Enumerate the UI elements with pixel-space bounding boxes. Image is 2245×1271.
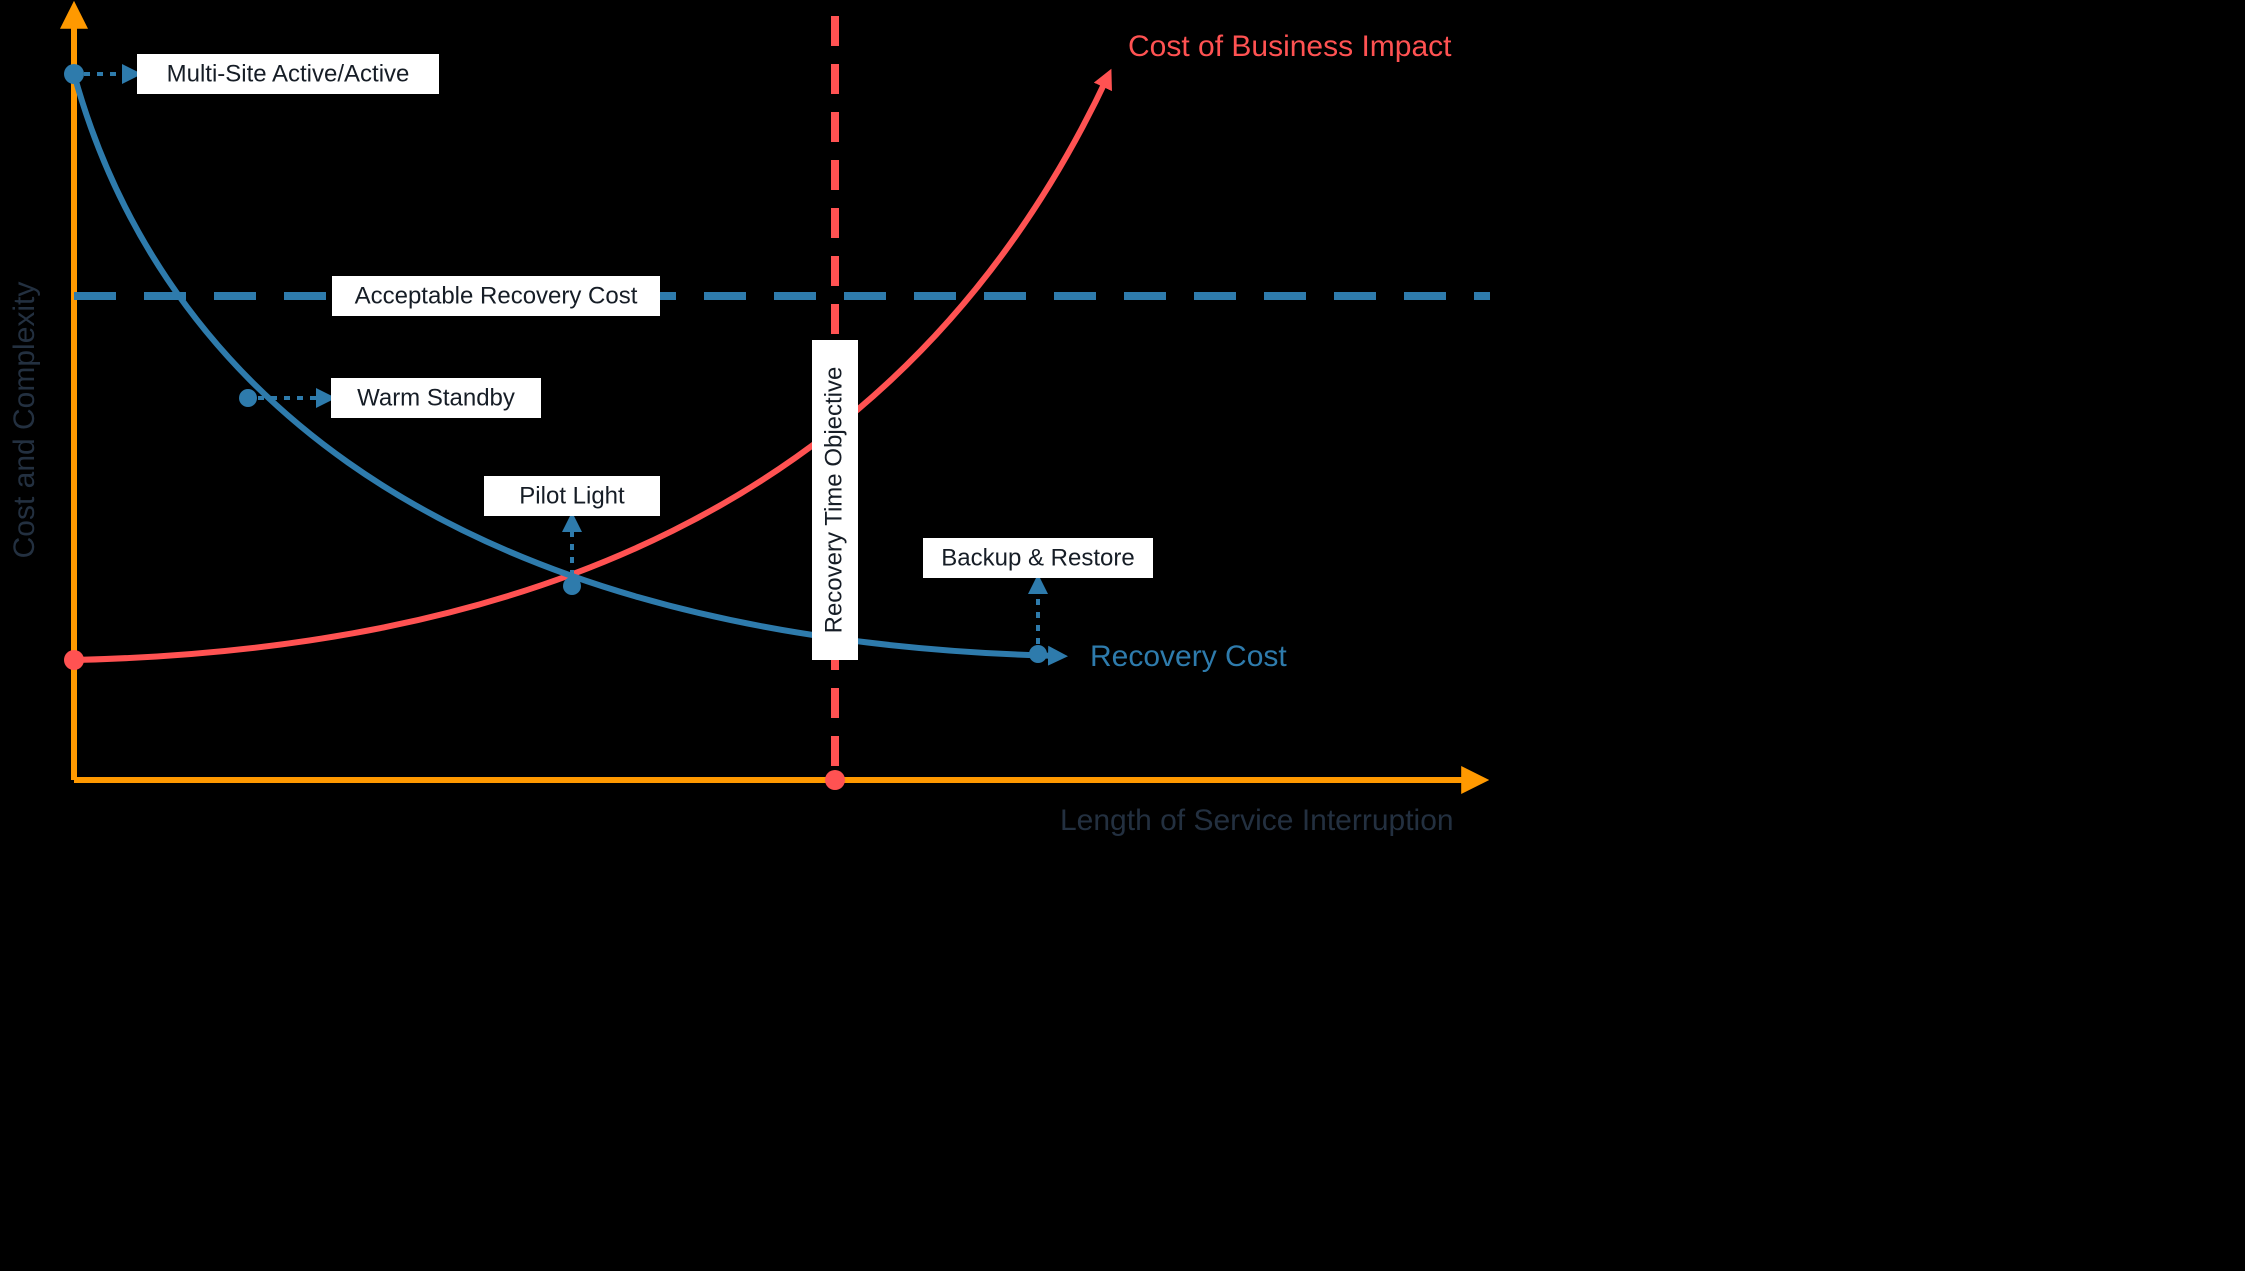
- acceptable-recovery-cost-label: Acceptable Recovery Cost: [332, 276, 660, 316]
- recovery-cost-label: Recovery Cost: [1090, 640, 1287, 673]
- dr-strategy-backuprestore-label: Backup & Restore: [941, 544, 1134, 571]
- business-impact-label: Cost of Business Impact: [1128, 30, 1452, 63]
- chart-svg: Length of Service Interruption Cost and C…: [0, 0, 1496, 847]
- axes: Length of Service Interruption Cost and C…: [8, 12, 1478, 837]
- dr-strategy-multisite: Multi-Site Active/Active: [65, 54, 439, 94]
- svg-text:Acceptable Recovery Cost: Acceptable Recovery Cost: [355, 282, 638, 309]
- rto-label: Recovery Time Objective: [812, 340, 858, 660]
- dr-strategy-multisite-label: Multi-Site Active/Active: [167, 60, 410, 87]
- svg-text:Recovery Time Objective: Recovery Time Objective: [820, 367, 847, 634]
- dr-cost-chart: Length of Service Interruption Cost and C…: [0, 0, 1496, 847]
- dr-strategy-pilotlight-label: Pilot Light: [519, 482, 625, 509]
- business-impact-curve: Cost of Business Impact: [64, 30, 1452, 670]
- dr-strategy-warmstandby-label: Warm Standby: [357, 384, 515, 411]
- recovery-cost-curve: Recovery Cost: [64, 64, 1287, 673]
- y-axis-label: Cost and Complexity: [8, 282, 41, 559]
- dr-strategy-pilotlight: Pilot Light: [484, 476, 660, 595]
- x-axis-label: Length of Service Interruption: [1060, 804, 1454, 837]
